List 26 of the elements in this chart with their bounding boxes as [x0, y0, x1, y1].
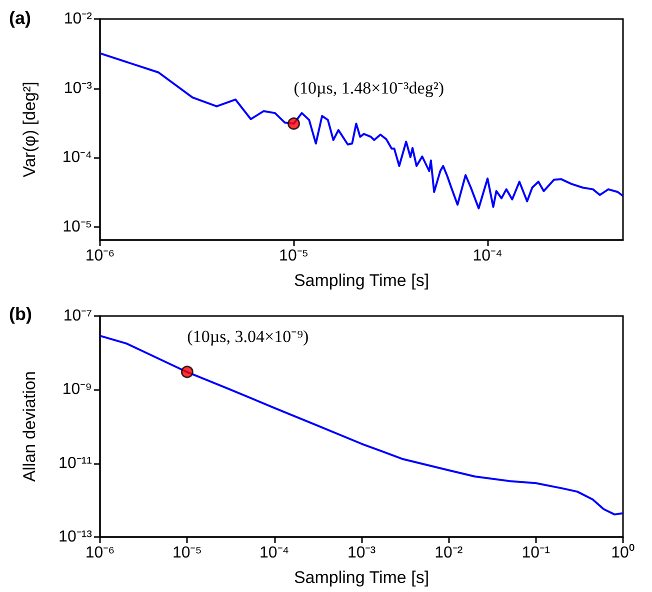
y-axis-title: Allan deviation	[20, 371, 39, 482]
y-tick-label: 10⁻⁷	[63, 308, 92, 324]
x-tick-label: 10⁻⁶	[85, 544, 115, 562]
y-tick-label: 10⁻⁹	[62, 381, 92, 398]
x-axis-title: Sampling Time [s]	[294, 271, 430, 290]
y-tick-label: 10⁻⁵	[62, 218, 92, 236]
x-axis-title: Sampling Time [s]	[294, 568, 430, 587]
annotation: (10µs, 1.48×10⁻³deg²)	[294, 78, 444, 98]
y-tick-label: 10⁻¹³	[58, 528, 93, 546]
x-tick-label: 10⁻⁴	[472, 248, 503, 264]
y-axis-title: Var(φ) [deg²]	[20, 82, 39, 178]
y-tick-label: 10⁻⁴	[62, 149, 92, 166]
x-tick-label: 10⁰	[611, 544, 635, 562]
chart-title: (b)	[9, 304, 32, 324]
x-tick-label: 10⁻⁵	[172, 544, 202, 562]
y-tick-label: 10⁻²	[64, 10, 93, 28]
y-tick-label: 10⁻¹¹	[58, 454, 92, 472]
x-tick-label: 10⁻⁵	[279, 248, 308, 264]
x-tick-label: 10⁻²	[434, 544, 464, 562]
y-tick-label: 10⁻³	[64, 80, 93, 97]
x-tick-label: 10⁻³	[347, 544, 376, 562]
x-tick-label: 10⁻¹	[522, 544, 550, 562]
x-tick-label: 10⁻⁶	[85, 248, 115, 264]
x-tick-label: 10⁻⁴	[259, 544, 290, 562]
chart-title: (a)	[9, 8, 32, 28]
annotation: (10µs, 3.04×10⁻⁹)	[187, 326, 309, 346]
